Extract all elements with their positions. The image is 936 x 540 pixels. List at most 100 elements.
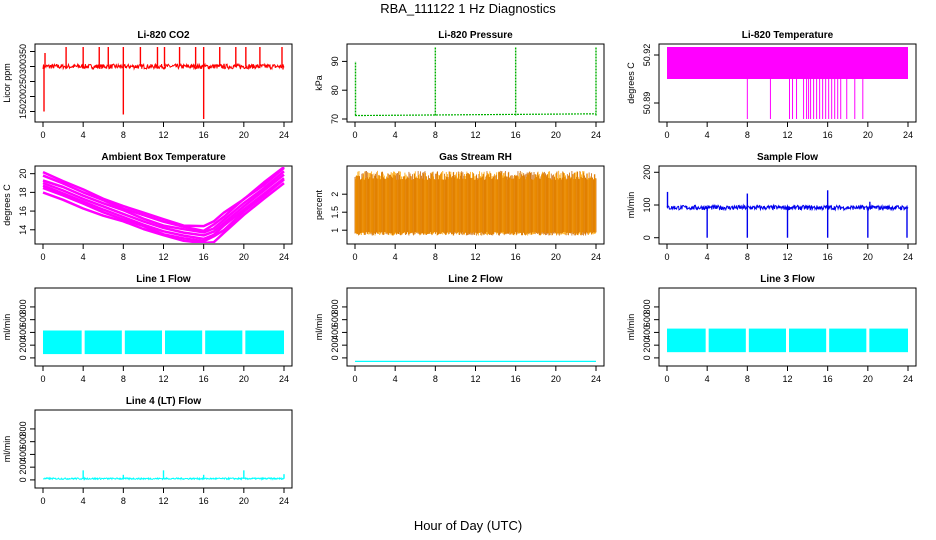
x-tick-label: 24 — [279, 130, 289, 140]
plot-frame — [658, 287, 917, 367]
x-tick-label: 4 — [81, 496, 86, 506]
x-tick-label: 16 — [823, 374, 833, 384]
x-tick-label: 24 — [591, 374, 601, 384]
figure-title: RBA_111122 1 Hz Diagnostics — [380, 1, 556, 16]
x-tick-label: 12 — [470, 374, 480, 384]
x-tick-label: 4 — [393, 252, 398, 262]
x-tick-label: 8 — [121, 374, 126, 384]
y-tick-label: 800 — [18, 299, 28, 314]
y-axis-label: Licor ppm — [2, 63, 12, 103]
series-band — [245, 330, 284, 355]
chart-title: Li-820 Pressure — [438, 30, 513, 41]
x-tick-label: 4 — [81, 374, 86, 384]
y-tick-label: 50.89 — [642, 92, 652, 115]
series-group — [666, 190, 909, 238]
x-tick-label: 12 — [158, 130, 168, 140]
chart-panel: Line 1 Flow ml/min 0 4 8 12 16 20 24 0 20040060080… — [2, 274, 293, 384]
y-tick-label: 80 — [330, 85, 340, 95]
y-tick-label: 250 — [18, 74, 28, 89]
y-axis-label: ml/min — [2, 436, 12, 463]
x-tick-label: 12 — [782, 252, 792, 262]
x-tick-label: 20 — [551, 130, 561, 140]
x-tick-label: 20 — [239, 130, 249, 140]
chart-title: Line 3 Flow — [760, 274, 815, 285]
y-tick-label: 0 — [642, 235, 652, 240]
x-tick-label: 4 — [705, 130, 710, 140]
y-tick-label: 800 — [642, 299, 652, 314]
x-tick-label: 0 — [352, 130, 357, 140]
chart-title: Sample Flow — [757, 152, 818, 163]
y-axis-label: degrees C — [2, 184, 12, 226]
series-band — [667, 328, 706, 353]
x-tick-label: 24 — [591, 130, 601, 140]
series-line — [42, 170, 285, 234]
x-tick-label: 0 — [664, 130, 669, 140]
chart-panel: Li-820 Pressure kPa 0 4 8 12 16 20 24 70 80 90 — [314, 30, 605, 140]
y-tick-label: 200 — [18, 460, 28, 475]
series-band — [869, 328, 908, 353]
chart-panel: Li-820 Temperature degrees C 0 4 8 12 16 20 24 50… — [626, 30, 917, 140]
y-tick-label: 400 — [330, 325, 340, 340]
series-band — [205, 330, 243, 355]
x-tick-label: 24 — [279, 374, 289, 384]
series-line — [354, 113, 597, 117]
series-line — [42, 182, 285, 243]
series-group — [42, 47, 285, 119]
x-tick-label: 12 — [158, 252, 168, 262]
x-tick-label: 12 — [158, 496, 168, 506]
x-tick-label: 16 — [823, 130, 833, 140]
x-tick-label: 12 — [470, 252, 480, 262]
chart-panel: Ambient Box Temperature degrees C 0 4 8 12 16 2… — [2, 152, 293, 262]
plot-frame — [346, 43, 605, 123]
series-group — [43, 470, 285, 481]
x-tick-label: 8 — [433, 252, 438, 262]
y-axis-label: ml/min — [626, 314, 636, 341]
x-tick-label: 20 — [863, 374, 873, 384]
chart-title: Line 2 Flow — [448, 274, 503, 285]
x-tick-label: 12 — [470, 130, 480, 140]
y-tick-label: 50.92 — [642, 44, 652, 67]
x-tick-label: 4 — [705, 252, 710, 262]
y-tick-label: 200 — [18, 338, 28, 353]
series-group — [42, 167, 285, 243]
x-tick-label: 8 — [433, 130, 438, 140]
x-tick-label: 16 — [199, 496, 209, 506]
x-tick-label: 16 — [511, 374, 521, 384]
x-tick-label: 24 — [279, 252, 289, 262]
y-tick-label: 600 — [330, 312, 340, 327]
chart-panel: Line 4 (LT) Flow ml/min 0 4 8 12 16 20 24 0 200400… — [2, 396, 293, 506]
x-tick-label: 20 — [239, 252, 249, 262]
x-tick-label: 12 — [782, 130, 792, 140]
y-tick-label: 2 — [330, 192, 340, 197]
x-tick-label: 8 — [121, 252, 126, 262]
plot-frame — [34, 43, 293, 123]
x-tick-label: 16 — [511, 252, 521, 262]
y-tick-label: 800 — [18, 421, 28, 436]
y-tick-label: 800 — [330, 299, 340, 314]
chart-title: Li-820 CO2 — [137, 30, 190, 41]
x-tick-label: 0 — [352, 374, 357, 384]
y-axis-label: ml/min — [2, 314, 12, 341]
x-tick-label: 0 — [40, 496, 45, 506]
chart-title: Line 1 Flow — [136, 274, 191, 285]
series-band — [667, 47, 908, 79]
chart-title: Ambient Box Temperature — [101, 152, 226, 163]
x-tick-label: 16 — [823, 252, 833, 262]
y-tick-label: 90 — [330, 56, 340, 66]
x-tick-label: 24 — [903, 374, 913, 384]
x-axis-caption: Hour of Day (UTC) — [413, 518, 523, 533]
series-band — [829, 328, 867, 353]
chart-title: Line 4 (LT) Flow — [126, 396, 202, 407]
x-tick-label: 20 — [239, 374, 249, 384]
y-tick-label: 20 — [18, 169, 28, 179]
y-tick-label: 600 — [18, 434, 28, 449]
y-tick-label: 350 — [18, 44, 28, 59]
y-tick-label: 200 — [18, 89, 28, 104]
x-tick-label: 0 — [664, 374, 669, 384]
series-band — [165, 330, 203, 355]
y-tick-label: 200 — [642, 338, 652, 353]
series-band — [43, 330, 82, 355]
chart-panel: Line 3 Flow ml/min 0 4 8 12 16 20 24 0 20040060080… — [626, 274, 917, 384]
